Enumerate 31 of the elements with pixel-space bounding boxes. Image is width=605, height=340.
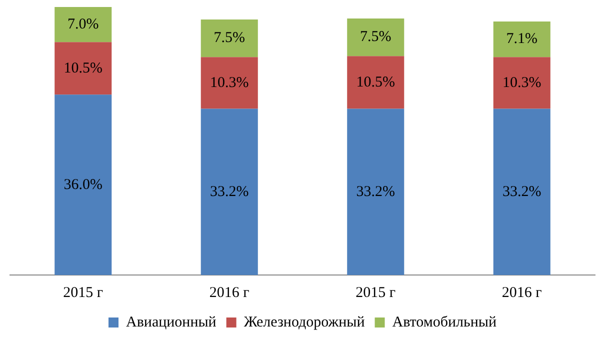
data-label: 7.5% [360,29,392,46]
data-label: 33.2% [502,184,542,200]
data-label: 7.5% [214,30,245,46]
x-tick-label: 2015 г [356,284,396,301]
bar [200,108,258,275]
bar [493,57,550,109]
bar [54,94,112,275]
x-tick-label: 2016 г [502,284,542,301]
data-label: 10.5% [356,74,395,90]
bar [54,7,112,42]
data-label: 10.3% [502,74,542,91]
bar [200,57,258,109]
bar [54,42,112,95]
legend-label: Железнодорожный [244,314,365,330]
data-label: 33.2% [356,184,395,200]
data-label: 7.1% [506,31,538,48]
data-label: 10.5% [64,60,102,76]
x-tick-label: 2016 г [209,284,250,301]
bar [347,56,404,109]
bar [347,108,404,275]
data-label: 36.0% [64,176,102,193]
legend-label: Авиационный [126,314,216,330]
data-label: 7.0% [68,16,99,32]
bar [493,22,550,58]
data-label: 33.2% [210,184,249,200]
bar [347,18,404,56]
data-label: 10.3% [210,74,249,91]
x-tick-label: 2015 г [63,284,104,301]
bar [493,108,550,275]
legend-label: Автомобильный [392,314,496,330]
bar [200,20,258,58]
